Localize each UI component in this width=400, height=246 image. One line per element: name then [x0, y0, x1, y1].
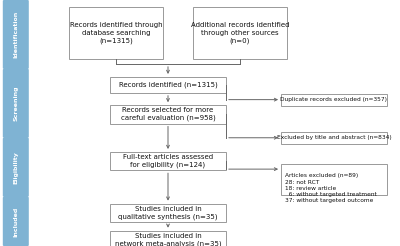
Bar	[110, 204, 226, 222]
Text: Records identified through
database searching
(n=1315): Records identified through database sear…	[70, 22, 162, 44]
Text: Excluded by title and abstract (n=834): Excluded by title and abstract (n=834)	[277, 135, 391, 140]
Text: Additional records identified
through other sources
(n=0): Additional records identified through ot…	[191, 22, 289, 44]
Bar	[110, 152, 226, 170]
FancyBboxPatch shape	[3, 138, 29, 197]
FancyBboxPatch shape	[3, 69, 29, 138]
Text: Eligibility: Eligibility	[13, 151, 18, 184]
Bar	[110, 105, 226, 123]
Bar	[281, 164, 387, 195]
Text: Identification: Identification	[13, 11, 18, 58]
Bar	[110, 231, 226, 246]
Bar	[193, 7, 287, 59]
Bar	[281, 132, 387, 144]
Bar	[110, 77, 226, 93]
Text: Full-text articles assessed
for eligibility (n=124): Full-text articles assessed for eligibil…	[123, 154, 213, 168]
Text: Studies included in
qualitative synthesis (n=35): Studies included in qualitative synthesi…	[118, 206, 218, 220]
Bar	[281, 94, 387, 106]
Text: Articles excluded (n=89)
28: not RCT
18: review article
  6: without targeted tr: Articles excluded (n=89) 28: not RCT 18:…	[285, 173, 377, 203]
FancyBboxPatch shape	[3, 0, 29, 69]
FancyBboxPatch shape	[3, 197, 29, 246]
Text: Records selected for more
careful evaluation (n=958): Records selected for more careful evalua…	[121, 108, 215, 121]
Text: Screening: Screening	[13, 86, 18, 121]
Bar	[69, 7, 163, 59]
Text: Studies included in
network meta-analysis (n=35): Studies included in network meta-analysi…	[115, 233, 221, 246]
Text: Duplicate records excluded (n=357): Duplicate records excluded (n=357)	[280, 97, 388, 102]
Text: Included: Included	[13, 206, 18, 236]
Text: Records identified (n=1315): Records identified (n=1315)	[119, 82, 217, 88]
